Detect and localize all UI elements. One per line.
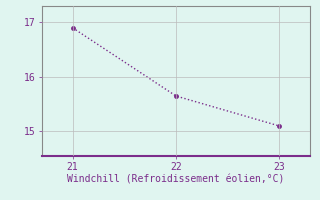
X-axis label: Windchill (Refroidissement éolien,°C): Windchill (Refroidissement éolien,°C) <box>67 174 285 184</box>
